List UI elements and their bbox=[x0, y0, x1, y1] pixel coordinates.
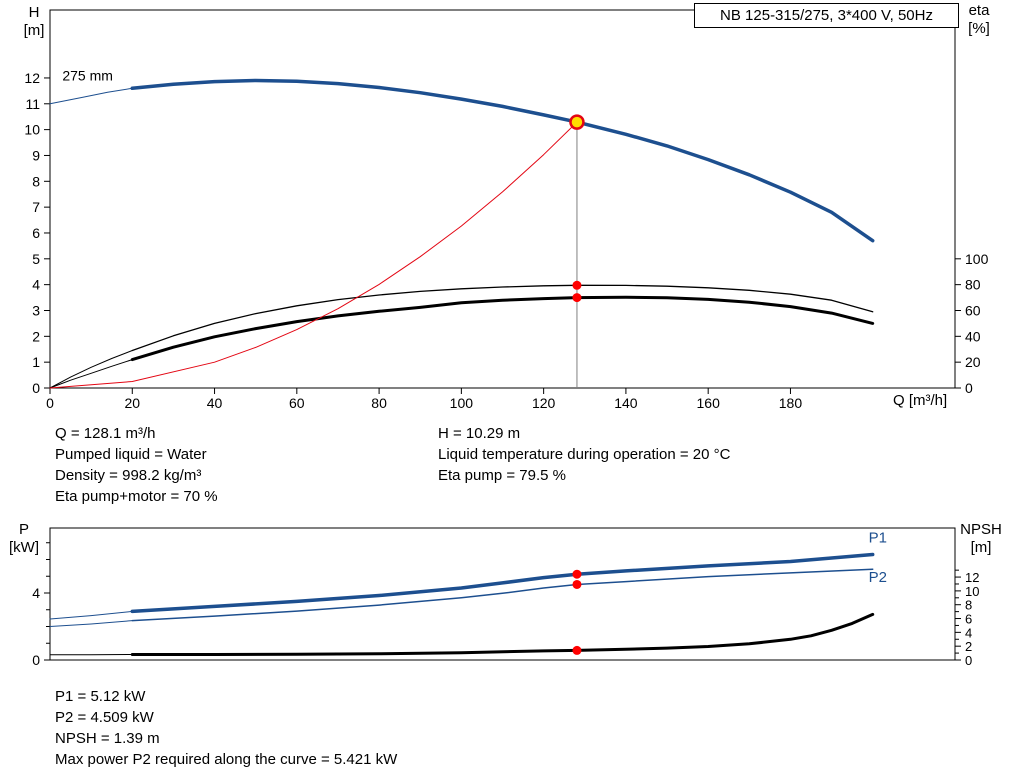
annotation-line: Eta pump = 79.5 % bbox=[438, 467, 566, 484]
pump-title-box: NB 125-315/275, 3*400 V, 50Hz bbox=[694, 3, 959, 28]
p2-curve-label: P2 bbox=[869, 569, 887, 586]
y-left-tick-label: 11 bbox=[25, 96, 40, 112]
eta-pump-motor-curve bbox=[130, 295, 875, 362]
eta-axis-label: eta [%] bbox=[958, 2, 1000, 38]
y-left-tick-label: 2 bbox=[32, 328, 40, 344]
x-tick-label: 120 bbox=[532, 395, 556, 411]
h-axis-letter: H bbox=[28, 4, 40, 21]
p-axis-label: P [kW] bbox=[2, 521, 46, 557]
npsh-point bbox=[572, 645, 582, 655]
annotation-line: P1 = 5.12 kW bbox=[55, 688, 146, 705]
x-tick-label: 140 bbox=[614, 395, 638, 411]
annotation-line: H = 10.29 m bbox=[438, 425, 521, 442]
p1-curve-label: P1 bbox=[869, 530, 887, 547]
h-axis-unit: [m] bbox=[23, 22, 45, 39]
y-left-tick-label: 10 bbox=[24, 122, 40, 138]
eta-pump-point bbox=[572, 280, 582, 290]
y-right-tick-label: 20 bbox=[965, 354, 981, 370]
y-left-tick-label: 0 bbox=[32, 652, 40, 668]
x-tick-label: 160 bbox=[697, 395, 721, 411]
y-left-tick-label: 3 bbox=[32, 302, 40, 318]
x-tick-label: 60 bbox=[289, 395, 305, 411]
qh-eta-chart-frame bbox=[49, 9, 956, 389]
annotation-line: NPSH = 1.39 m bbox=[55, 730, 160, 747]
power-npsh-chart-frame bbox=[49, 527, 956, 661]
operating-condition-annotations: H = 10.29 m Liquid temperature during op… bbox=[438, 423, 730, 486]
eta-axis-unit: [%] bbox=[968, 20, 990, 37]
npsh-axis-letter: NPSH bbox=[960, 521, 1002, 538]
y-right-tick-label: 6 bbox=[965, 612, 972, 627]
p1-curve bbox=[130, 552, 875, 614]
npsh-curve bbox=[130, 612, 875, 656]
y-right-tick-label: 40 bbox=[965, 328, 981, 344]
annotation-line: Liquid temperature during operation = 20… bbox=[438, 446, 731, 463]
y-right-tick-label: 80 bbox=[965, 277, 981, 293]
eta-pump-curve bbox=[131, 284, 874, 352]
qh-eta-chart: 0 20 40 60 80 100 120 140 160 1800123456789101112… bbox=[24, 9, 989, 411]
y-left-tick-label: 4 bbox=[32, 585, 40, 601]
y-left-tick-label: 1 bbox=[32, 354, 40, 370]
p2-lead bbox=[49, 620, 133, 627]
x-tick-label: 100 bbox=[450, 395, 474, 411]
p1-point bbox=[572, 569, 582, 579]
x-tick-label: 180 bbox=[779, 395, 803, 411]
eta-pump-lead bbox=[49, 350, 133, 389]
p-axis-unit: [kW] bbox=[9, 539, 39, 556]
y-left-tick-label: 6 bbox=[32, 225, 40, 241]
y-right-tick-label: 100 bbox=[965, 251, 989, 267]
y-right-tick-label: 60 bbox=[965, 302, 981, 318]
annotation-line: Q = 128.1 m³/h bbox=[55, 425, 156, 442]
npsh-axis-label: NPSH [m] bbox=[956, 521, 1006, 557]
y-right-tick-label: 4 bbox=[965, 625, 972, 640]
y-left-tick-label: 5 bbox=[32, 251, 40, 267]
y-left-tick-label: 4 bbox=[32, 277, 40, 293]
power-npsh-annotations: P1 = 5.12 kW P2 = 4.509 kW NPSH = 1.39 m… bbox=[55, 686, 397, 770]
pump-curve-lead bbox=[49, 87, 133, 105]
impeller-size-label: 275 mm bbox=[62, 68, 113, 84]
q-axis-label: Q [m³/h] bbox=[893, 392, 948, 409]
y-right-tick-label: 0 bbox=[965, 653, 972, 668]
p2-point bbox=[572, 579, 582, 589]
operating-point[interactable] bbox=[569, 114, 585, 130]
annotation-line: Max power P2 required along the curve = … bbox=[55, 751, 398, 768]
annotation-line: Eta pump+motor = 70 % bbox=[55, 488, 218, 505]
y-right-tick-label: 8 bbox=[965, 598, 972, 613]
duty-point-annotations: Q = 128.1 m³/h Pumped liquid = Water Den… bbox=[55, 423, 218, 507]
p1-lead bbox=[49, 610, 133, 620]
y-right-tick-label: 2 bbox=[965, 639, 972, 654]
annotation-line: Pumped liquid = Water bbox=[55, 446, 207, 463]
eta-pump-motor-point bbox=[572, 293, 582, 303]
y-left-tick-label: 0 bbox=[32, 380, 40, 396]
x-tick-label: 0 bbox=[46, 395, 54, 411]
x-tick-label: 20 bbox=[124, 395, 140, 411]
y-left-tick-label: 12 bbox=[24, 70, 40, 86]
y-right-tick-label: 0 bbox=[965, 380, 973, 396]
pump-title: NB 125-315/275, 3*400 V, 50Hz bbox=[720, 7, 933, 24]
annotation-line: Density = 998.2 kg/m³ bbox=[55, 467, 202, 484]
p-axis-letter: P bbox=[18, 521, 29, 538]
y-left-tick-label: 7 bbox=[32, 199, 40, 215]
y-right-tick-label: 10 bbox=[965, 584, 979, 599]
eta-axis-letter: eta bbox=[968, 2, 990, 19]
pump-curve-275mm bbox=[130, 78, 875, 243]
y-right-tick-label: 12 bbox=[965, 570, 979, 585]
npsh-axis-unit: [m] bbox=[970, 539, 992, 556]
x-tick-label: 40 bbox=[207, 395, 223, 411]
h-axis-label: H [m] bbox=[16, 4, 52, 40]
y-left-tick-label: 8 bbox=[32, 173, 40, 189]
x-tick-label: 80 bbox=[371, 395, 387, 411]
annotation-line: P2 = 4.509 kW bbox=[55, 709, 154, 726]
p2-curve bbox=[131, 568, 874, 622]
system-curve bbox=[49, 121, 578, 389]
y-left-tick-label: 9 bbox=[32, 147, 40, 163]
eta-pump-motor-lead bbox=[49, 359, 133, 389]
